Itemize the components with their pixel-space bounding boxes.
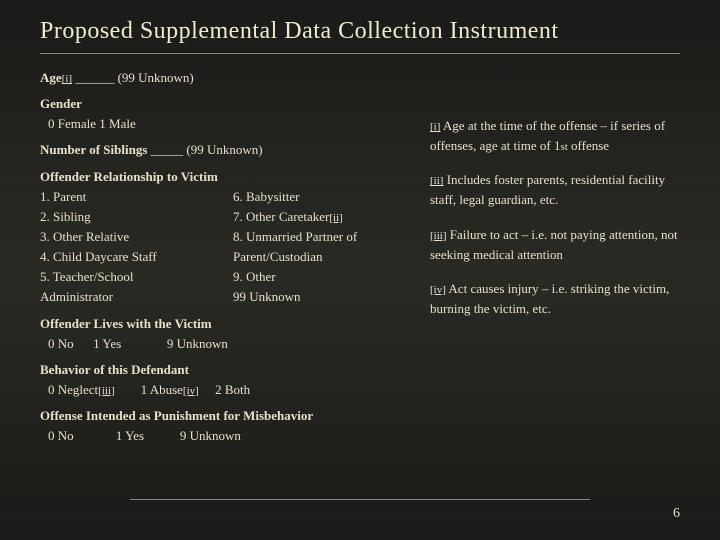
punishment-label: Offense Intended as Punishment for Misbe… — [40, 406, 410, 426]
age-unknown: (99 Unknown) — [118, 70, 194, 85]
rel-item: 1. Parent — [40, 187, 217, 207]
relationship-field: Offender Relationship to Victim 1. Paren… — [40, 167, 410, 308]
gender-field: Gender 0 Female 1 Male — [40, 94, 410, 134]
footnote-iv: [iv] Act causes injury – i.e. striking t… — [430, 279, 680, 319]
rel-item: Administrator — [40, 287, 217, 307]
siblings-blank: _____ — [147, 142, 186, 157]
age-field: Age[i] ______ (99 Unknown) — [40, 68, 410, 88]
page-number: 6 — [673, 506, 680, 522]
gender-options: 0 Female 1 Male — [48, 114, 410, 134]
rel-item: 3. Other Relative — [40, 227, 217, 247]
siblings-unknown: (99 Unknown) — [186, 142, 262, 157]
punishment-field: Offense Intended as Punishment for Misbe… — [40, 406, 410, 446]
rel-item: 9. Other — [233, 267, 410, 287]
ordinal-sup: st — [560, 141, 567, 153]
footnote-ref: [i] — [430, 121, 440, 133]
lives-field: Offender Lives with the Victim 0 No 1 Ye… — [40, 314, 410, 354]
relationship-col-left: 1. Parent 2. Sibling 3. Other Relative 4… — [40, 187, 217, 308]
age-blank: ______ — [72, 70, 118, 85]
footnote-i: [i] Age at the time of the offense – if … — [430, 116, 680, 156]
rel-item: 2. Sibling — [40, 207, 217, 227]
age-footnote-ref: [i] — [62, 73, 72, 85]
behavior-options: 0 Neglect[iii] 1 Abuse[iv] 2 Both — [48, 380, 410, 400]
left-column: Age[i] ______ (99 Unknown) Gender 0 Fema… — [40, 68, 410, 452]
behavior-label: Behavior of this Defendant — [40, 360, 410, 380]
slide-title: Proposed Supplemental Data Collection In… — [40, 18, 680, 54]
footnote-ref: [iii] — [430, 230, 447, 242]
caretaker-footnote-ref: [ii] — [329, 212, 342, 224]
lives-options: 0 No 1 Yes 9 Unknown — [48, 334, 410, 354]
rel-item: Parent/Custodian — [233, 247, 410, 267]
gender-label: Gender — [40, 94, 410, 114]
bottom-rule — [130, 499, 590, 500]
rel-item: 99 Unknown — [233, 287, 410, 307]
siblings-label: Number of Siblings — [40, 142, 147, 157]
rel-item: 5. Teacher/School — [40, 267, 217, 287]
footnote-ref: [ii] — [430, 175, 443, 187]
footnote-ii: [ii] Includes foster parents, residentia… — [430, 170, 680, 210]
relationship-label: Offender Relationship to Victim — [40, 167, 410, 187]
slide: Proposed Supplemental Data Collection In… — [0, 0, 720, 462]
content: Age[i] ______ (99 Unknown) Gender 0 Fema… — [40, 68, 680, 452]
neglect-footnote-ref: [iii] — [98, 385, 115, 397]
siblings-field: Number of Siblings _____ (99 Unknown) — [40, 140, 410, 160]
rel-item: 8. Unmarried Partner of — [233, 227, 410, 247]
footnotes-column: [i] Age at the time of the offense – if … — [430, 68, 680, 452]
relationship-columns: 1. Parent 2. Sibling 3. Other Relative 4… — [40, 187, 410, 308]
relationship-col-right: 6. Babysitter 7. Other Caretaker[ii] 8. … — [233, 187, 410, 308]
rel-item: 7. Other Caretaker[ii] — [233, 207, 410, 227]
rel-item: 4. Child Daycare Staff — [40, 247, 217, 267]
lives-label: Offender Lives with the Victim — [40, 314, 410, 334]
age-label: Age — [40, 70, 62, 85]
behavior-field: Behavior of this Defendant 0 Neglect[iii… — [40, 360, 410, 400]
footnote-ref: [iv] — [430, 284, 446, 296]
punishment-options: 0 No 1 Yes 9 Unknown — [48, 426, 410, 446]
abuse-footnote-ref: [iv] — [183, 385, 199, 397]
footnote-iii: [iii] Failure to act – i.e. not paying a… — [430, 225, 680, 265]
rel-item: 6. Babysitter — [233, 187, 410, 207]
